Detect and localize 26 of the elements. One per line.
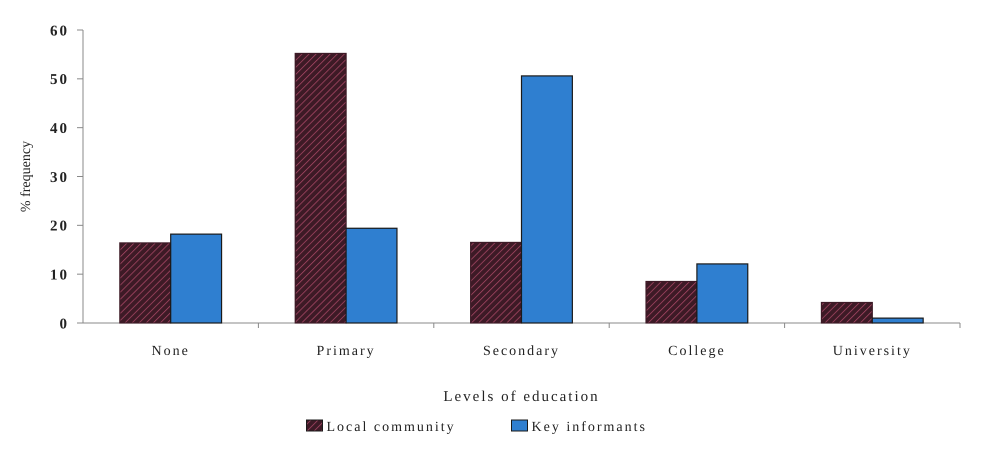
y-tick-label: 30 [50, 170, 69, 186]
bar [470, 242, 522, 324]
x-tick-label: University [832, 344, 912, 359]
bar [645, 280, 698, 324]
bar [820, 302, 873, 324]
legend-label: Key informants [532, 420, 647, 435]
x-tick-label: None [152, 344, 190, 359]
y-tick-label: 0 [60, 316, 69, 332]
legend-label: Local community [326, 420, 456, 435]
y-tick-label: 40 [50, 120, 69, 137]
y-tick-label: 60 [50, 23, 69, 40]
bar [294, 52, 347, 324]
x-axis-title: Levels of education [443, 389, 600, 405]
y-axis-title: % frequency [19, 140, 34, 212]
bar [119, 242, 172, 324]
x-tick-label: Primary [316, 344, 376, 359]
bar [346, 228, 398, 324]
bar [872, 318, 924, 324]
bar [170, 234, 222, 324]
x-tick-label: Secondary [482, 344, 560, 359]
x-tick-label: College [668, 344, 726, 359]
bar [520, 75, 573, 324]
y-tick-label: 10 [50, 267, 69, 284]
y-tick-label: 50 [50, 72, 69, 88]
bar [696, 263, 748, 324]
y-tick-label: 20 [50, 218, 69, 235]
